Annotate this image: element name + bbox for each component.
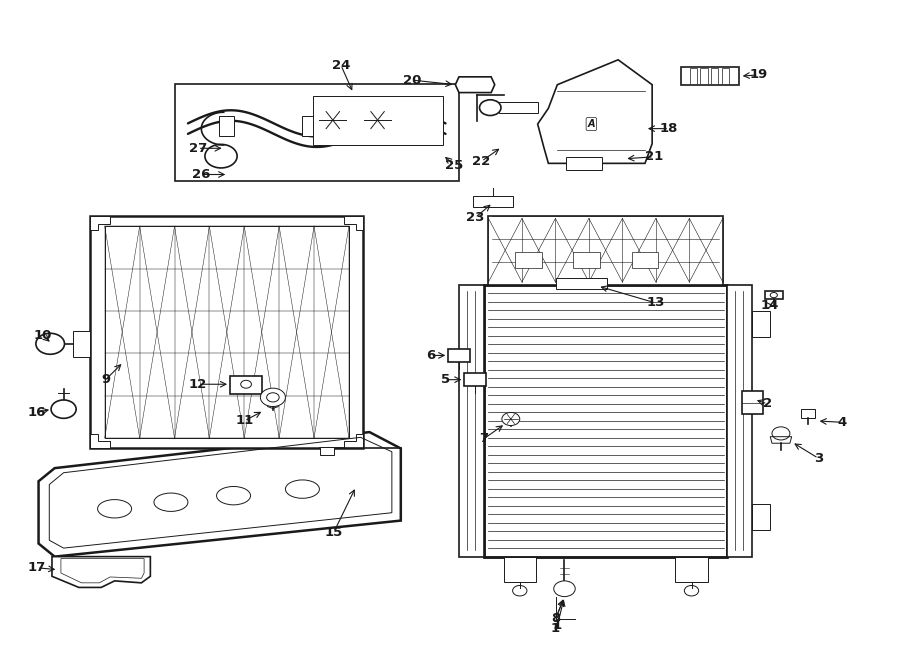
Bar: [632, 252, 659, 268]
Bar: [573, 252, 600, 268]
Text: 11: 11: [235, 414, 254, 428]
Polygon shape: [752, 311, 770, 337]
Text: 25: 25: [446, 159, 464, 172]
Text: 16: 16: [28, 406, 46, 419]
Polygon shape: [90, 215, 110, 230]
Circle shape: [502, 412, 520, 426]
Text: 20: 20: [403, 73, 421, 87]
Circle shape: [36, 333, 65, 354]
Polygon shape: [711, 68, 718, 84]
Polygon shape: [537, 59, 652, 163]
Text: 4: 4: [837, 416, 846, 429]
Polygon shape: [90, 434, 110, 448]
Polygon shape: [90, 215, 364, 448]
Bar: [516, 252, 542, 268]
Bar: [313, 96, 443, 145]
Text: 14: 14: [761, 299, 779, 312]
Polygon shape: [500, 102, 537, 113]
Text: 17: 17: [28, 561, 46, 574]
Text: 27: 27: [189, 142, 207, 155]
Polygon shape: [700, 68, 707, 84]
Polygon shape: [765, 292, 783, 299]
Text: 18: 18: [660, 122, 679, 135]
Bar: [473, 196, 513, 207]
Text: 7: 7: [480, 432, 489, 445]
Text: 8: 8: [551, 612, 560, 625]
Text: 1: 1: [553, 619, 562, 632]
Text: 3: 3: [814, 452, 824, 465]
Bar: [464, 373, 486, 386]
Polygon shape: [459, 285, 484, 557]
Bar: [302, 116, 316, 136]
Polygon shape: [489, 215, 723, 285]
Polygon shape: [689, 68, 697, 84]
Bar: [230, 375, 262, 394]
Circle shape: [260, 388, 285, 407]
Polygon shape: [455, 77, 495, 93]
Text: 24: 24: [332, 59, 350, 71]
Text: 10: 10: [34, 329, 52, 342]
Text: 1: 1: [551, 622, 560, 635]
Polygon shape: [73, 330, 90, 357]
Circle shape: [480, 100, 501, 116]
Bar: [175, 84, 459, 181]
Polygon shape: [566, 157, 602, 170]
Polygon shape: [39, 432, 400, 557]
Bar: [555, 278, 608, 289]
Bar: [320, 447, 334, 455]
Polygon shape: [770, 437, 792, 444]
Text: 22: 22: [472, 155, 490, 168]
Text: 5: 5: [441, 373, 450, 386]
Polygon shape: [344, 215, 364, 230]
Bar: [742, 391, 763, 414]
Text: 9: 9: [101, 373, 110, 386]
Text: 2: 2: [763, 397, 772, 410]
Text: 13: 13: [646, 297, 665, 309]
Text: 15: 15: [325, 526, 343, 539]
Polygon shape: [801, 409, 814, 418]
Bar: [220, 116, 233, 136]
Polygon shape: [722, 68, 729, 84]
Polygon shape: [752, 504, 770, 530]
Circle shape: [51, 400, 76, 418]
Polygon shape: [344, 434, 364, 448]
Text: 19: 19: [750, 68, 768, 81]
Polygon shape: [484, 285, 727, 557]
Polygon shape: [680, 67, 739, 85]
Polygon shape: [727, 285, 752, 557]
Polygon shape: [675, 557, 707, 582]
Text: 21: 21: [644, 150, 663, 163]
Polygon shape: [504, 557, 536, 582]
Text: 6: 6: [426, 349, 435, 362]
Text: A: A: [588, 119, 595, 129]
Bar: [448, 349, 470, 362]
Text: 12: 12: [189, 377, 207, 391]
Circle shape: [554, 581, 575, 597]
Text: 23: 23: [466, 212, 484, 224]
Text: 26: 26: [193, 168, 211, 181]
Polygon shape: [52, 557, 150, 588]
